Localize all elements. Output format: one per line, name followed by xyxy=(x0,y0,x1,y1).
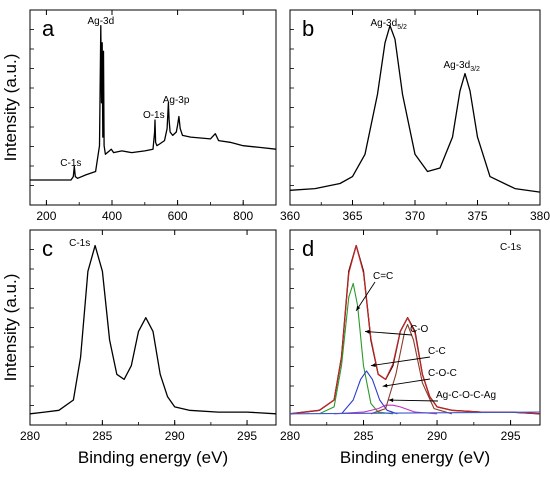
panel-d: 280 285 290 295 d C=C C-O C-C C-O-C Ag-C-O-C-Ag C-… xyxy=(280,229,541,467)
plot-frame xyxy=(29,9,277,206)
series-line xyxy=(319,282,393,415)
y-axis-title: Intensity (a.u.) xyxy=(1,54,20,162)
x-axis-title: Binding energy (eV) xyxy=(340,448,490,467)
series-line xyxy=(370,323,452,415)
panel-letter: b xyxy=(302,16,314,41)
annotation-subscript: 3/2 xyxy=(470,66,480,73)
x-tick-label: 375 xyxy=(467,209,487,223)
panel-corner-label: C-1s xyxy=(500,242,521,253)
panel-letter: a xyxy=(42,16,55,41)
plot-frame xyxy=(289,9,541,206)
x-axis-title: Binding energy (eV) xyxy=(78,448,228,467)
arrow-head xyxy=(388,398,394,403)
x-tick-label: 280 xyxy=(20,429,40,443)
x-tick-label: 800 xyxy=(233,209,253,223)
arrow-head xyxy=(356,305,361,311)
peak-annotation: Ag-3d3/2 xyxy=(444,60,481,73)
panel-letter: d xyxy=(302,236,314,261)
arrow-head xyxy=(382,383,388,388)
peak-annotation: C-C xyxy=(428,346,446,357)
x-tick-label: 295 xyxy=(501,429,521,443)
peak-annotation: C-O xyxy=(410,324,429,335)
series-line xyxy=(29,244,277,415)
annotation-arrow xyxy=(382,378,431,387)
annotation-arrow xyxy=(364,330,413,336)
peak-annotation: C-1s xyxy=(60,158,81,169)
x-tick-label: 360 xyxy=(280,209,300,223)
x-tick-label: 295 xyxy=(237,429,257,443)
panel-letter: c xyxy=(42,236,53,261)
panel-c: 280 285 290 295 c C-1s Intensity (a.u.) Binding… xyxy=(1,229,277,467)
peak-annotation: Ag-C-O-C-Ag xyxy=(436,390,496,401)
peak-annotation: Ag-3p xyxy=(163,95,190,106)
x-tick-label: 380 xyxy=(530,209,550,223)
plot-frame xyxy=(29,229,277,426)
series-line xyxy=(289,245,541,415)
x-tick-label: 365 xyxy=(342,209,362,223)
x-tick-label: 280 xyxy=(280,429,300,443)
peak-annotation: C-1s xyxy=(69,238,90,249)
x-tick-label: 290 xyxy=(427,429,447,443)
annotation-arrow xyxy=(370,356,431,367)
arrow-head xyxy=(365,329,370,334)
series-line xyxy=(30,24,277,181)
peak-annotation: Ag-3d xyxy=(88,16,115,27)
x-tick-label: 400 xyxy=(102,209,122,223)
peak-annotation: C-O-C xyxy=(428,368,457,379)
x-tick-label: 290 xyxy=(165,429,185,443)
panel-a: 200 400 600 800 a Ag-3d O-1s Ag-3p C-1s Intensity… xyxy=(1,9,277,223)
y-axis-title: Intensity (a.u.) xyxy=(1,274,20,382)
series-line xyxy=(289,411,541,415)
series-line xyxy=(334,404,438,415)
annotation-arrow xyxy=(355,281,376,312)
x-tick-label: 285 xyxy=(354,429,374,443)
x-tick-label: 370 xyxy=(405,209,425,223)
x-tick-label: 600 xyxy=(168,209,188,223)
x-tick-label: 200 xyxy=(36,209,56,223)
series-line xyxy=(289,24,541,193)
annotation-arrow xyxy=(388,399,439,402)
x-tick-label: 285 xyxy=(92,429,112,443)
peak-annotation: C=C xyxy=(373,271,393,282)
series-line xyxy=(341,370,398,415)
peak-annotation: O-1s xyxy=(143,110,165,121)
arrow-head xyxy=(370,363,376,367)
annotation-subscript: 5/2 xyxy=(397,24,407,31)
